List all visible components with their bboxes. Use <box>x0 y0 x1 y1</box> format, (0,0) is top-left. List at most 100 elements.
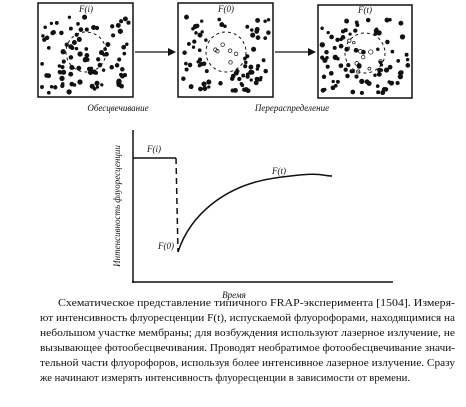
fluorophore <box>103 47 107 51</box>
fluorophore <box>343 28 348 33</box>
fluorophore <box>219 22 225 28</box>
fluorophore <box>396 59 401 63</box>
fluorophore <box>207 85 211 89</box>
fluorophore <box>255 67 260 71</box>
fluorophore <box>375 84 380 88</box>
fluorophore <box>200 19 204 23</box>
fluorophore <box>197 57 203 62</box>
fluorophore <box>184 14 189 20</box>
fluorophore <box>49 21 54 26</box>
fluorophore <box>188 84 194 90</box>
fluorophore <box>114 63 120 68</box>
fluorophore <box>218 81 223 86</box>
fluorophore <box>105 42 111 47</box>
fluorophore <box>325 64 330 69</box>
fluorophore <box>404 52 409 57</box>
fluorophore <box>191 45 196 49</box>
fluorophore <box>89 66 94 71</box>
fluorophore <box>60 65 65 70</box>
fluorophore <box>102 53 106 57</box>
bleach-region <box>205 31 247 73</box>
fluorophore <box>197 32 203 38</box>
fluorophore <box>192 39 197 44</box>
fluorophore <box>328 70 334 76</box>
fluorophore <box>361 54 366 60</box>
fluorophore <box>399 70 404 75</box>
fluorophore <box>263 19 267 24</box>
fluorophore <box>110 24 115 29</box>
fluorophore <box>336 56 340 61</box>
fluorophore <box>321 74 327 80</box>
arrow-head <box>308 48 316 56</box>
fluorophore <box>78 27 84 32</box>
fluorophore <box>77 79 83 85</box>
fluorophore <box>117 28 123 34</box>
fluorophore <box>241 73 246 78</box>
fluorophore <box>390 49 395 54</box>
fluorophore <box>46 90 51 95</box>
fluorophore <box>109 65 114 70</box>
fluorophore <box>249 78 253 82</box>
fluorophore <box>98 50 105 56</box>
fluorophore <box>388 17 392 22</box>
fluorophore <box>376 71 382 77</box>
fluorophore <box>340 35 346 40</box>
fluorophore <box>353 28 358 33</box>
fluorophore <box>40 62 44 66</box>
fluorophore <box>76 36 82 42</box>
fluorophore <box>335 37 340 42</box>
fluorophore <box>223 24 227 29</box>
fluorophore <box>197 63 202 68</box>
fluorophore <box>233 70 239 76</box>
fluorophore <box>53 85 58 90</box>
fluorophore <box>181 76 186 81</box>
fluorophore <box>248 64 254 70</box>
fluorophore <box>332 45 337 50</box>
fluorophore <box>338 43 344 49</box>
fluorophore <box>82 14 88 20</box>
fluorophore <box>359 78 365 85</box>
fluorophore <box>266 18 271 22</box>
fluorophore <box>57 69 62 74</box>
fluorophore <box>115 22 121 28</box>
fluorophore <box>395 80 400 86</box>
fluorophore <box>116 78 122 84</box>
fluorophore <box>351 69 355 74</box>
fluorophore <box>122 51 127 56</box>
fluorophore <box>192 23 198 30</box>
fluorophore <box>242 87 247 92</box>
fluorophore <box>74 46 79 51</box>
fluorophore <box>76 22 80 26</box>
fluorophore <box>250 70 255 75</box>
x-axis-label: Время <box>222 290 246 300</box>
caption: Схематическое представление типичного FR… <box>39 298 456 384</box>
fluorophore <box>348 32 352 36</box>
fluorophore <box>96 57 101 62</box>
fluorophore <box>59 75 65 82</box>
fluorophore <box>204 38 208 42</box>
fluorophore <box>365 17 371 23</box>
fluorophore <box>376 90 381 95</box>
fluorophore <box>191 27 195 31</box>
fluorophore <box>61 69 67 75</box>
caption-line: тельной части флуорофоров, используя бол… <box>40 358 456 369</box>
fluorophore <box>82 57 88 63</box>
fluorophore <box>202 85 208 92</box>
fluorophore <box>84 27 89 32</box>
fluorophore <box>100 83 104 87</box>
fluorophore <box>243 64 248 69</box>
fluorophore <box>66 89 72 95</box>
fluorophore <box>61 59 66 64</box>
fluorophore <box>376 30 382 36</box>
fluorophore <box>266 30 271 35</box>
fluorophore <box>331 79 335 84</box>
fluorophore <box>338 63 344 69</box>
fluorophore <box>54 20 59 25</box>
fluorophore <box>261 58 266 63</box>
fluorophore <box>330 85 336 91</box>
panel-box <box>37 2 134 98</box>
fluorophore <box>243 56 247 61</box>
fluorophore <box>46 73 52 79</box>
fluorophore <box>201 81 207 87</box>
fluorophore <box>64 42 69 47</box>
